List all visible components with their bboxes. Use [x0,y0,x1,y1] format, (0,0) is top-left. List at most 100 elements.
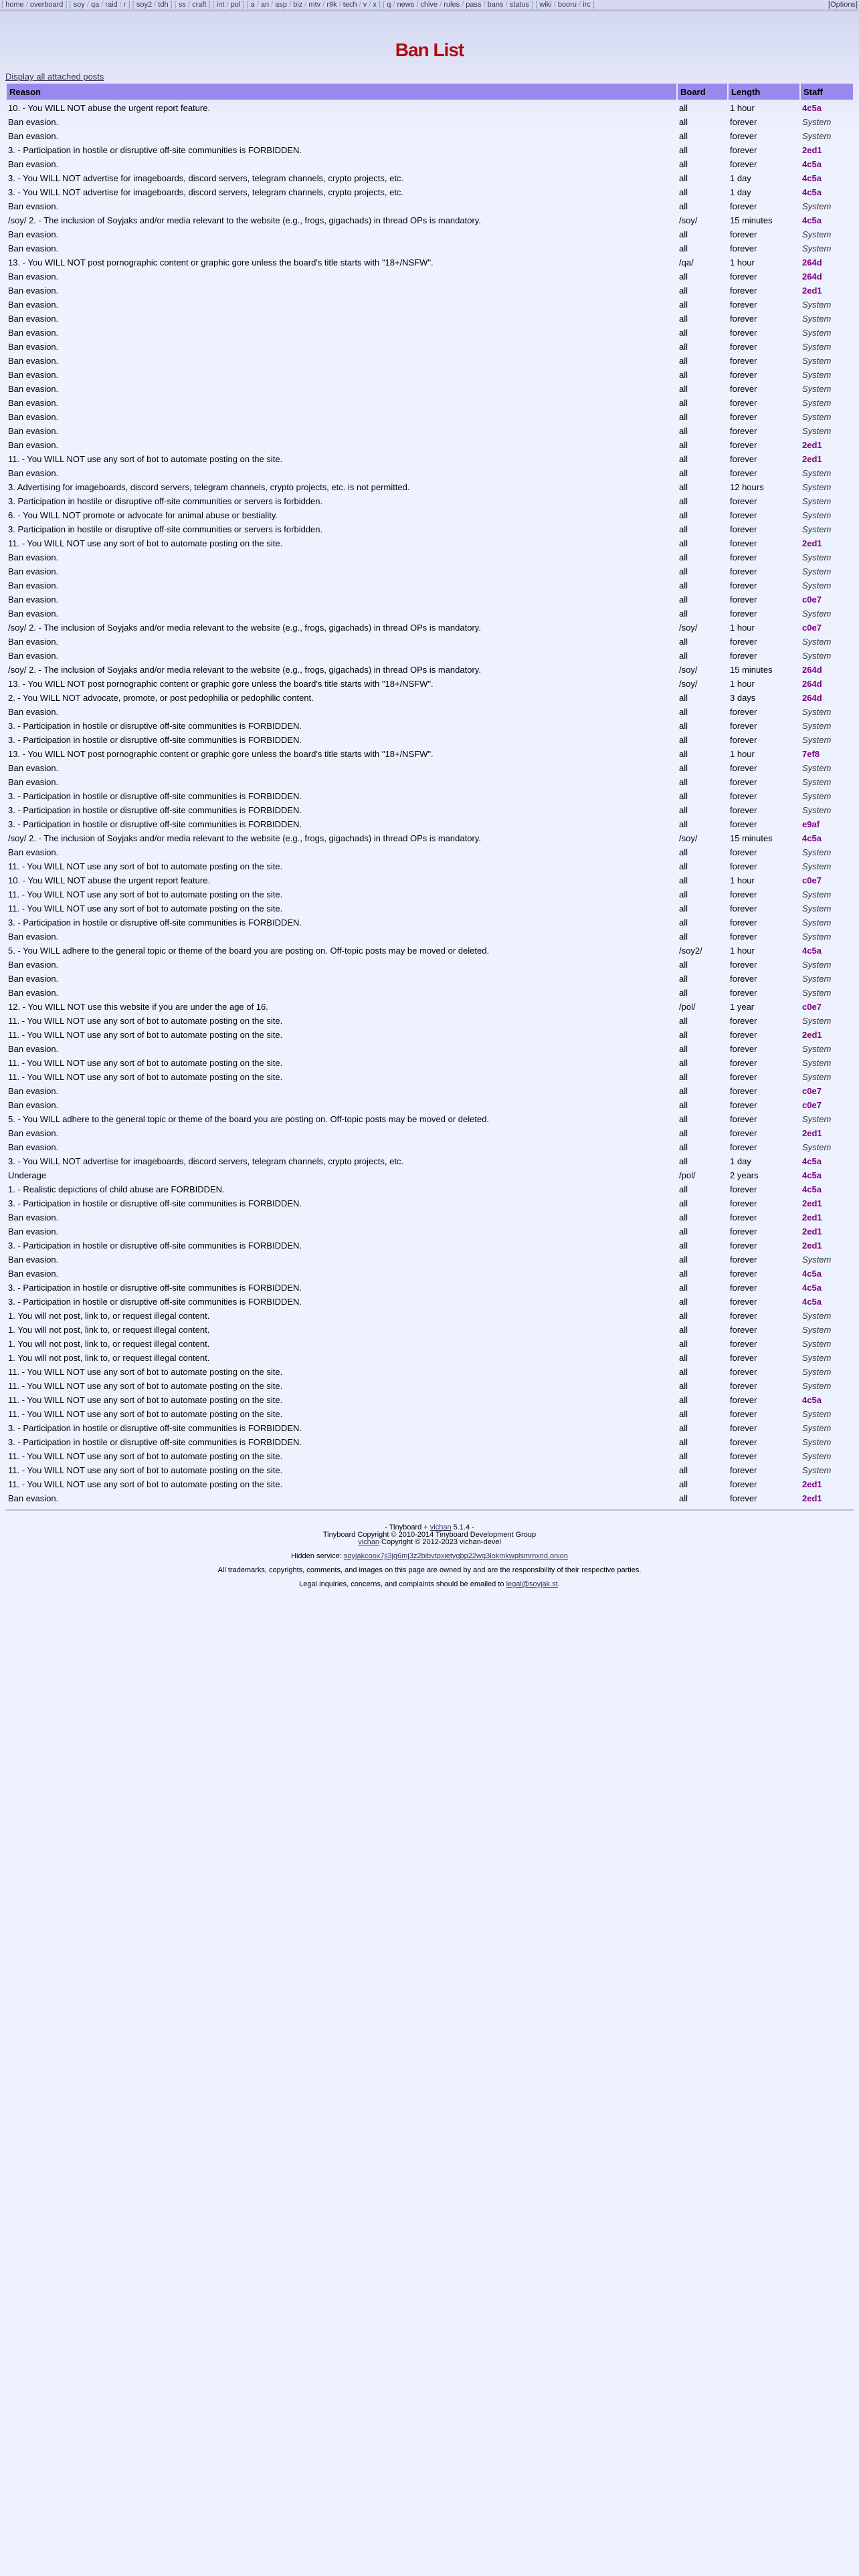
nav-link-v[interactable]: v [363,1,367,9]
legal-email-link[interactable]: legal@soyjak.st [506,1580,558,1588]
table-row: 3. - Participation in hostile or disrupt… [7,1281,853,1295]
vichan-link-2[interactable]: vichan [358,1538,379,1546]
staff-cell: System [802,243,832,253]
nav-link-mtv[interactable]: mtv [308,1,321,9]
board-cell: all [679,510,688,520]
nav-link-tech[interactable]: tech [343,1,357,9]
length-cell: forever [730,1255,757,1265]
options-link[interactable]: [Options] [828,1,858,9]
nav-link-bans[interactable]: bans [487,1,504,9]
length-cell: forever [730,117,757,127]
length-cell: forever [730,1114,757,1124]
reason-cell: 11. - You WILL NOT use any sort of bot t… [8,889,283,899]
nav-link-soy2[interactable]: soy2 [136,1,153,9]
board-cell: all [679,243,688,253]
board-cell: all [679,342,688,352]
nav-link-x[interactable]: x [373,1,377,9]
nav-group: [ a / an / asp / biz / mtv / r9k / tech … [244,1,381,9]
length-cell: forever [730,524,757,534]
length-cell: forever [730,595,757,605]
reason-cell: 3. - Participation in hostile or disrupt… [8,805,302,815]
table-row: 11. - You WILL NOT use any sort of bot t… [7,1014,853,1028]
board-cell: all [679,1493,688,1503]
nav-link-home[interactable]: home [5,1,24,9]
nav-link-int[interactable]: int [216,1,225,9]
length-cell: forever [730,538,757,548]
board-cell: all [679,356,688,366]
staff-cell: System [802,960,832,970]
nav-link-irc[interactable]: irc [583,1,591,9]
table-row: /soy/ 2. - The inclusion of Soyjaks and/… [7,621,853,635]
nav-link-rules[interactable]: rules [444,1,460,9]
table-row: /soy/ 2. - The inclusion of Soyjaks and/… [7,213,853,227]
table-row: Ban evasion. all forever System [7,607,853,621]
nav-link-wiki[interactable]: wiki [539,1,552,9]
table-row: Ban evasion. all forever System [7,410,853,424]
board-cell: all [679,117,688,127]
length-cell: forever [730,889,757,899]
nav-link-raid[interactable]: raid [105,1,118,9]
nav-link-r[interactable]: r [123,1,126,9]
length-cell: forever [730,398,757,408]
board-cell: /qa/ [679,257,694,267]
board-cell: all [679,1100,688,1110]
nav-link-an[interactable]: an [260,1,270,9]
nav-link-asp[interactable]: asp [275,1,288,9]
table-row: 13. - You WILL NOT post pornographic con… [7,255,853,270]
reason-cell: 11. - You WILL NOT use any sort of bot t… [8,1058,283,1068]
nav-link-biz[interactable]: biz [293,1,303,9]
staff-cell: System [802,328,832,338]
reason-cell: Ban evasion. [8,960,59,970]
nav-link-status[interactable]: status [509,1,530,9]
staff-cell: 264d [802,257,822,267]
board-cell: /pol/ [679,1002,696,1012]
staff-cell: System [802,552,832,562]
nav-link-craft[interactable]: craft [192,1,207,9]
table-row: Underage/pol/2 years 4c5a [7,1168,853,1182]
vichan-link[interactable]: vichan [430,1523,452,1531]
board-cell: all [679,777,688,787]
reason-cell: Ban evasion. [8,1142,59,1152]
display-all-attached-posts-link[interactable]: Display all attached posts [5,72,104,82]
nav-link-q[interactable]: q [387,1,391,9]
nav-link-r9k[interactable]: r9k [326,1,337,9]
version-text: 5.1.4 - [451,1523,474,1531]
nav-link-overboard[interactable]: overboard [29,1,64,9]
staff-cell: 4c5a [802,1283,822,1293]
nav-link-pol[interactable]: pol [230,1,241,9]
staff-cell: System [802,1114,832,1124]
board-cell: all [679,272,688,282]
board-cell: all [679,1381,688,1391]
nav-link-chive[interactable]: chive [420,1,438,9]
length-cell: forever [730,1241,757,1251]
reason-cell: Ban evasion. [8,651,59,661]
reason-cell: 11. - You WILL NOT use any sort of bot t… [8,1072,283,1082]
nav-link-ss[interactable]: ss [178,1,186,9]
length-cell: forever [730,903,757,914]
length-cell: forever [730,440,757,450]
nav-link-booru[interactable]: booru [557,1,577,9]
nav-link-news[interactable]: news [397,1,415,9]
onion-link[interactable]: soyjakcoox7ji3jg6mj3z2bibvtpxietygbp22wq… [343,1552,568,1560]
table-row: 13. - You WILL NOT post pornographic con… [7,677,853,691]
reason-cell: Ban evasion. [8,398,59,408]
reason-cell: 11. - You WILL NOT use any sort of bot t… [8,1381,283,1391]
length-cell: forever [730,201,757,211]
nav-link-tdh[interactable]: tdh [158,1,169,9]
nav-link-soy[interactable]: soy [73,1,85,9]
staff-cell: System [802,566,832,576]
length-cell: forever [730,1128,757,1138]
length-cell: 2 years [730,1170,759,1180]
board-cell: all [679,735,688,745]
nav-link-a[interactable]: a [250,1,255,9]
table-row: Ban evasion. all forever System [7,578,853,593]
nav-link-pass[interactable]: pass [466,1,482,9]
length-cell: forever [730,1311,757,1321]
table-row: Ban evasion. all forever System [7,129,853,143]
staff-cell: System [802,903,832,914]
table-row: Ban evasion. all forever System [7,930,853,944]
nav-link-qa[interactable]: qa [90,1,100,9]
board-cell: all [679,286,688,296]
reason-cell: 3. - Participation in hostile or disrupt… [8,145,302,155]
length-cell: 15 minutes [730,215,773,225]
